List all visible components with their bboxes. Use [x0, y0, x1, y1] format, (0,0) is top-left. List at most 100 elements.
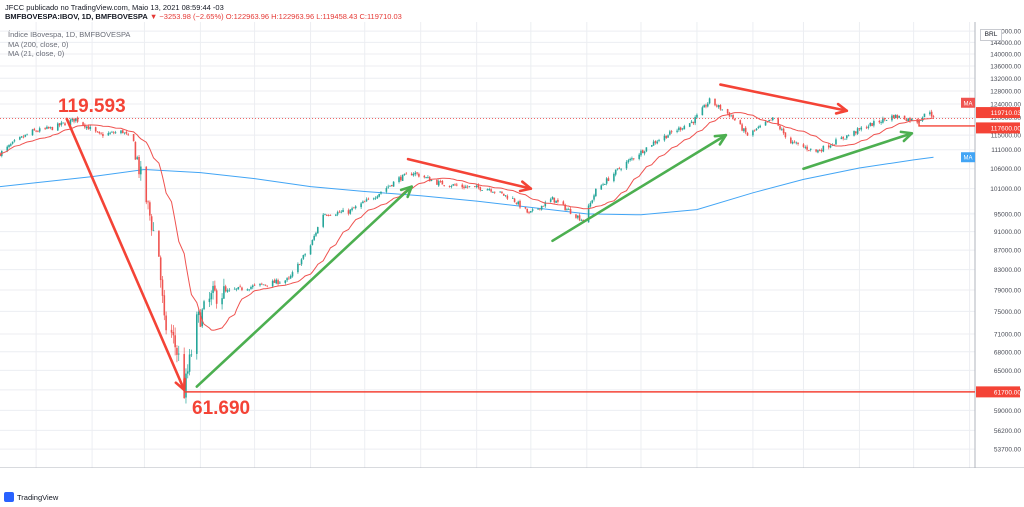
candle-body: [656, 141, 659, 144]
candle-body: [842, 137, 844, 139]
candle-body: [215, 290, 218, 304]
candle-body: [883, 118, 886, 120]
candle-body: [37, 131, 39, 133]
candle: [714, 98, 716, 107]
candle: [264, 284, 267, 287]
candle: [808, 149, 810, 152]
price-axis-label: 124000.00: [990, 102, 1021, 109]
candle-body: [277, 280, 279, 285]
candle: [190, 349, 193, 357]
candle: [398, 176, 400, 184]
candle-body: [663, 135, 666, 141]
candle-body: [524, 207, 527, 209]
candle: [891, 114, 893, 122]
candle: [253, 283, 256, 287]
candle-body: [340, 211, 343, 213]
candle-body: [374, 197, 377, 199]
candle-body: [49, 126, 52, 128]
candle-body: [551, 196, 554, 200]
candle: [658, 138, 660, 143]
candle-body: [196, 314, 198, 354]
candle: [84, 123, 86, 129]
candle-body: [132, 134, 135, 142]
candle: [228, 287, 231, 292]
candle-body: [613, 173, 615, 182]
candle-body: [853, 131, 855, 136]
candle: [867, 124, 870, 130]
candle: [324, 213, 326, 216]
candle: [640, 149, 642, 157]
candle-body: [880, 122, 882, 123]
candle: [223, 278, 225, 300]
candle-body: [259, 283, 261, 286]
candle-body: [651, 145, 653, 147]
candle: [519, 199, 521, 209]
candle-body: [714, 98, 716, 106]
price-axis-label: 68000.00: [994, 349, 1021, 356]
candle-body: [681, 128, 684, 130]
publisher-line: JFCC publicado no TradingView.com, Maio …: [5, 3, 224, 12]
candle-body: [279, 282, 281, 284]
candle: [694, 115, 696, 126]
candle-body: [149, 202, 151, 216]
candle-body: [224, 286, 227, 292]
candle-body: [262, 284, 265, 286]
price-tag: [976, 107, 1020, 119]
candle-body: [499, 191, 501, 193]
candle-body: [716, 105, 718, 107]
candle: [907, 118, 909, 122]
candle: [152, 222, 155, 232]
candle-body: [304, 254, 306, 256]
candle-body: [564, 204, 566, 210]
candle: [618, 166, 621, 170]
candle: [98, 131, 101, 135]
candle: [11, 141, 14, 145]
candle-body: [170, 329, 173, 333]
candle: [795, 141, 798, 145]
legend-ma21[interactable]: MA (21, close, 0): [8, 49, 65, 58]
candle: [271, 279, 274, 287]
candle: [385, 186, 388, 194]
candle-body: [387, 186, 389, 188]
uptrend-arrow: [551, 133, 728, 243]
candle-body: [35, 130, 37, 132]
candle-body: [717, 105, 720, 108]
currency-badge[interactable]: BRL: [980, 29, 1002, 41]
candle: [33, 127, 36, 131]
candle-body: [152, 230, 155, 232]
candle: [882, 116, 884, 124]
candle-body: [632, 158, 635, 160]
candle-body: [683, 126, 686, 130]
tradingview-footer[interactable]: TradingView: [4, 490, 58, 504]
candle: [575, 214, 577, 219]
candle: [347, 208, 350, 216]
candlestick-chart[interactable]: 148000.00 144000.00 140000.00 136000.00 1320…: [0, 22, 1024, 468]
candle-body: [98, 131, 101, 134]
candle: [226, 288, 229, 293]
candle: [504, 195, 507, 198]
candle-body: [502, 193, 505, 196]
candle: [688, 123, 691, 128]
candle-body: [403, 173, 406, 175]
candle: [719, 104, 722, 111]
candle-body: [679, 127, 682, 130]
candle-body: [452, 184, 454, 186]
candle-body: [542, 205, 545, 207]
candle-body: [930, 111, 933, 117]
candle: [705, 103, 707, 109]
candle: [856, 127, 859, 135]
candle-body: [540, 205, 543, 210]
ma-tag: [961, 97, 975, 108]
candle: [273, 278, 276, 283]
candle: [186, 364, 189, 379]
candle: [567, 207, 570, 211]
candle: [734, 118, 736, 122]
candle: [553, 197, 556, 204]
candle: [134, 141, 137, 160]
candle: [493, 191, 496, 195]
candle: [436, 178, 438, 185]
candle-body: [818, 150, 821, 152]
candle: [329, 214, 332, 216]
candle-body: [423, 175, 426, 178]
legend-ma200[interactable]: MA (200, close, 0): [8, 39, 69, 49]
